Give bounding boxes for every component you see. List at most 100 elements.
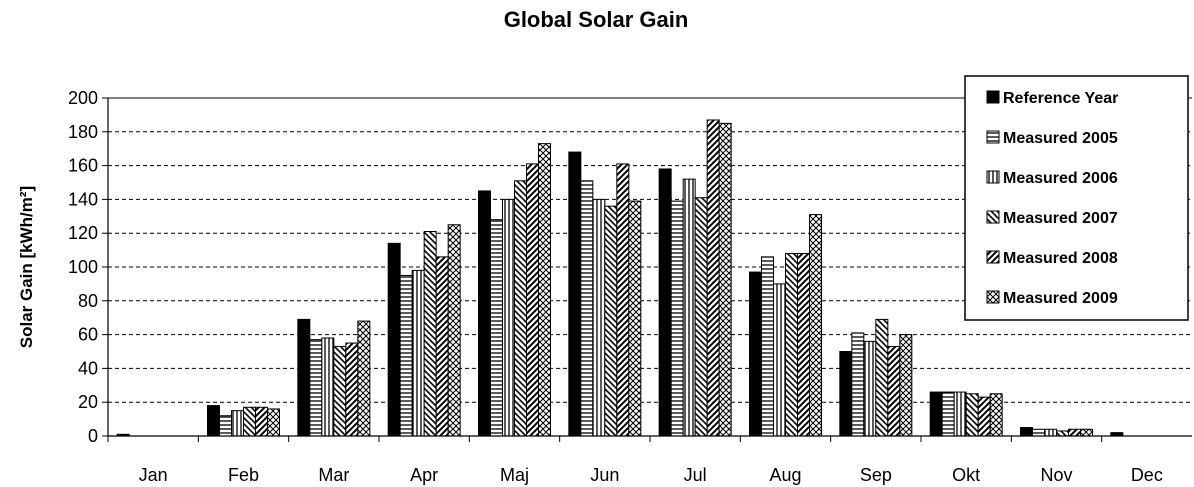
- bar-okt-series-2: [953, 391, 967, 437]
- x-tick-label-maj: Maj: [500, 465, 529, 485]
- legend-label-4: Measured 2008: [1003, 250, 1118, 267]
- bar-jul-series-0: [658, 168, 672, 437]
- bar-aug-series-4: [797, 252, 810, 437]
- y-tick-label: 100: [68, 257, 98, 277]
- legend-swatch-3: [986, 210, 1000, 224]
- bar-apr-series-4: [435, 256, 449, 437]
- bar-nov-series-2: [1044, 428, 1057, 437]
- x-tick-label-mar: Mar: [318, 465, 349, 485]
- bar-maj-series-3: [514, 180, 527, 437]
- bar-jun-series-4: [616, 163, 630, 437]
- bar-nov-series-1: [1032, 428, 1045, 437]
- bar-jun-series-1: [580, 180, 594, 437]
- legend: Reference Year Measured 2005 Measured 2006…: [964, 75, 1189, 321]
- x-tick-label-aug: Aug: [769, 465, 801, 485]
- x-tick-label-jan: Jan: [139, 465, 168, 485]
- bar-sep-series-0: [839, 351, 853, 437]
- bar-jun-series-3: [604, 205, 618, 437]
- bar-nov-series-4: [1068, 428, 1081, 437]
- bar-sep-series-1: [851, 332, 865, 437]
- bar-apr-series-3: [423, 231, 437, 437]
- bar-okt-series-0: [929, 391, 943, 437]
- bar-jul-series-2: [682, 178, 696, 437]
- bar-mar-series-3: [333, 345, 347, 437]
- y-tick-label: 0: [88, 426, 98, 446]
- legend-label-3: Measured 2007: [1003, 210, 1118, 227]
- bar-aug-series-0: [749, 271, 762, 437]
- bar-feb-series-0: [207, 405, 220, 437]
- bar-apr-series-1: [399, 274, 413, 437]
- y-tick-label: 120: [68, 223, 98, 243]
- bar-maj-series-5: [538, 143, 551, 437]
- x-axis-ticks: Jan Feb Mar Apr Maj Jun Jul Aug Sep Okt Nov Dec: [107, 436, 1163, 485]
- bar-jun-series-0: [568, 151, 582, 437]
- bar-aug-series-5: [809, 214, 822, 437]
- legend-swatch-4: [986, 250, 1000, 264]
- y-tick-label: 20: [78, 392, 98, 412]
- bar-feb-series-4: [255, 406, 268, 437]
- bar-apr-series-5: [447, 224, 461, 437]
- legend-box: [964, 75, 1189, 321]
- y-tick-label: 180: [68, 122, 98, 142]
- y-tick-label: 80: [78, 291, 98, 311]
- legend-label-2: Measured 2006: [1003, 170, 1118, 187]
- bar-maj-series-2: [502, 198, 515, 437]
- y-tick-label: 200: [68, 88, 98, 108]
- bar-aug-series-2: [773, 283, 786, 437]
- bar-okt-series-4: [977, 396, 991, 437]
- x-tick-label-sep: Sep: [860, 465, 892, 485]
- bar-apr-series-0: [387, 242, 401, 437]
- x-tick-label-dec: Dec: [1131, 465, 1163, 485]
- bar-maj-series-4: [526, 163, 539, 437]
- bar-apr-series-2: [411, 269, 425, 437]
- bar-sep-series-5: [899, 334, 913, 437]
- bar-nov-series-5: [1080, 428, 1093, 437]
- bar-okt-series-1: [941, 391, 955, 437]
- bar-jun-series-2: [592, 198, 606, 437]
- bar-feb-series-2: [231, 410, 244, 437]
- bar-feb-series-1: [219, 415, 232, 437]
- bar-jul-series-4: [706, 119, 720, 437]
- y-axis-ticks: 0 20 40 60 80 100 120 140 160 180 200: [68, 88, 108, 446]
- legend-swatch-1: [986, 130, 1000, 144]
- bar-mar-series-0: [297, 318, 311, 437]
- y-tick-label: 60: [78, 325, 98, 345]
- x-tick-label-nov: Nov: [1040, 465, 1072, 485]
- bar-nov-series-3: [1056, 430, 1069, 437]
- x-tick-label-okt: Okt: [952, 465, 980, 485]
- bar-feb-series-5: [267, 408, 280, 437]
- y-axis-label: Solar Gain [kWh/m²]: [17, 186, 36, 348]
- legend-label-1: Measured 2005: [1003, 130, 1118, 147]
- bar-mar-series-4: [345, 342, 359, 437]
- legend-swatch-5: [986, 290, 1000, 304]
- bar-jun-series-5: [628, 200, 642, 437]
- x-tick-label-jul: Jul: [684, 465, 707, 485]
- legend-label-0: Reference Year: [1003, 90, 1118, 107]
- bar-aug-series-1: [761, 256, 774, 437]
- legend-swatch-0: [986, 90, 1000, 104]
- bar-sep-series-3: [875, 318, 889, 437]
- bar-aug-series-3: [785, 252, 798, 437]
- bar-okt-series-3: [965, 393, 979, 437]
- bar-jul-series-5: [718, 122, 732, 437]
- bar-nov-series-0: [1020, 427, 1033, 437]
- chart-title: Global Solar Gain: [504, 7, 689, 32]
- x-tick-label-apr: Apr: [410, 465, 438, 485]
- y-tick-label: 160: [68, 156, 98, 176]
- bar-series: [116, 119, 1124, 437]
- x-tick-label-feb: Feb: [228, 465, 259, 485]
- bar-okt-series-5: [989, 393, 1003, 437]
- y-tick-label: 140: [68, 189, 98, 209]
- legend-label-5: Measured 2009: [1003, 290, 1118, 307]
- bar-mar-series-2: [321, 337, 335, 437]
- bar-feb-series-3: [243, 406, 256, 437]
- y-tick-label: 40: [78, 358, 98, 378]
- bar-maj-series-0: [478, 190, 491, 437]
- bar-mar-series-1: [309, 339, 323, 437]
- bar-sep-series-2: [863, 340, 877, 437]
- bar-jul-series-1: [670, 200, 684, 437]
- bar-mar-series-5: [357, 320, 371, 437]
- bar-jul-series-3: [694, 197, 708, 437]
- legend-swatch-2: [986, 170, 1000, 184]
